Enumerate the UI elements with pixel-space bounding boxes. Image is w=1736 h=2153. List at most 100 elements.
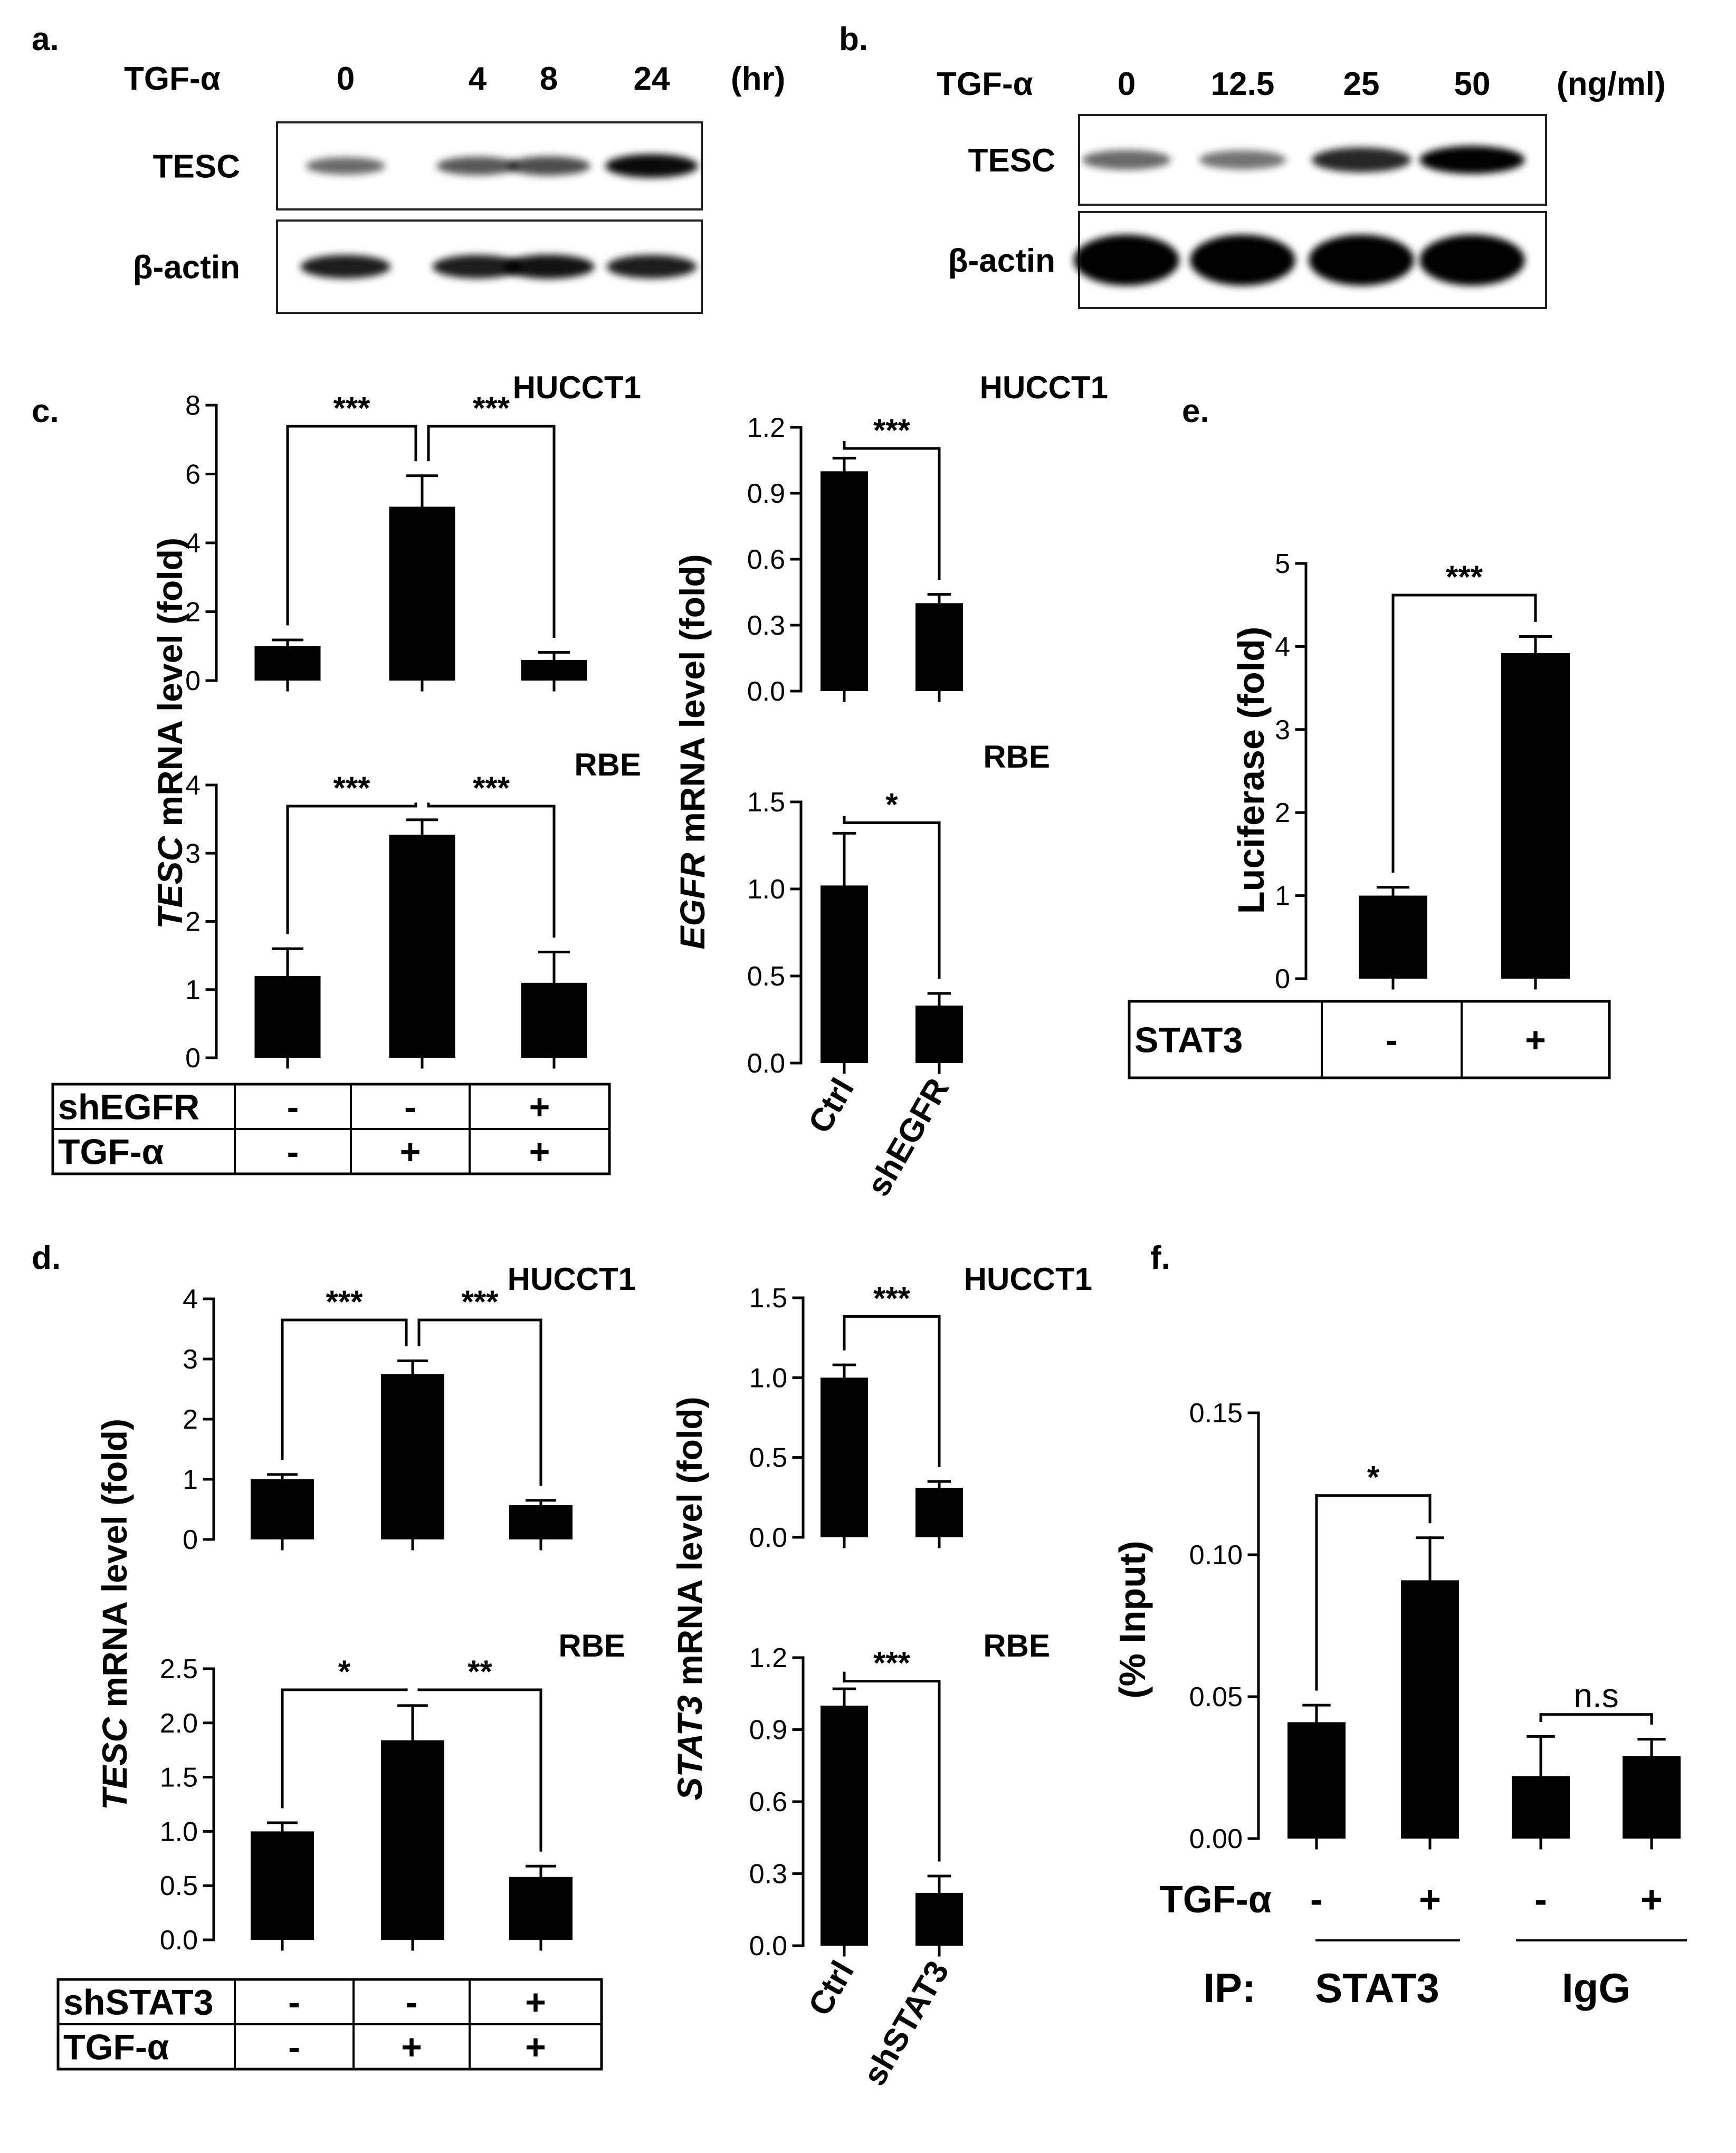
western-blots — [276, 114, 1547, 314]
table-row-label: TGF-α — [63, 2027, 169, 2068]
table-cell: - — [406, 1983, 418, 2023]
bar — [251, 1479, 314, 1539]
bar — [251, 1831, 314, 1940]
table-cell: + — [525, 2027, 546, 2068]
table-cell: + — [525, 1983, 546, 2023]
blot-lane-label: 0 — [1118, 66, 1136, 102]
blot-band — [1311, 147, 1411, 173]
chart-d_stat3_hucc: 0.0 0.5 1.0 1.5 *** HUCCT1 — [749, 1261, 1092, 1553]
y-tick-label: 4 — [185, 770, 201, 801]
table-cell: - — [288, 1983, 300, 2023]
bar — [1623, 1756, 1681, 1839]
bar — [381, 1374, 444, 1539]
y-tick-label: 1 — [185, 975, 201, 1006]
table-c: shEGFR - - + TGF-α - + + — [51, 1083, 611, 1175]
y-tick-label: 0.5 — [749, 1443, 787, 1473]
blot-lane-label: 24 — [634, 61, 670, 97]
table-cell: - — [287, 1087, 299, 1127]
y-tick-label: 1.5 — [747, 787, 785, 818]
y-tick-label: 2 — [1275, 798, 1290, 828]
bar — [254, 646, 321, 681]
blot-band — [1419, 146, 1525, 174]
y-tick-label: 1.0 — [160, 1816, 198, 1847]
sig-label: *** — [873, 413, 911, 448]
bar — [821, 1377, 868, 1537]
y-tick-label: 0.10 — [1189, 1540, 1243, 1571]
y-tick-label: 0.6 — [749, 1787, 787, 1817]
chart-title: RBE — [983, 1628, 1050, 1663]
panel-label-d: d. — [32, 1240, 61, 1276]
y-tick-label: 0.0 — [749, 1523, 787, 1553]
bar — [1401, 1580, 1459, 1839]
bar — [821, 471, 868, 691]
blot-lane-label: 4 — [469, 61, 487, 97]
y-tick-label: 2 — [185, 597, 201, 628]
y-tick-label: 2 — [183, 1404, 198, 1435]
bar — [509, 1877, 573, 1940]
sig-label: *** — [333, 770, 370, 806]
y-tick-label: 1 — [183, 1465, 198, 1495]
y-tick-label: 1.2 — [749, 1643, 787, 1673]
blot-lane-label: 0 — [337, 61, 355, 97]
blot-band — [605, 154, 698, 178]
y-tick-label: 0.0 — [747, 1048, 785, 1079]
x-category-label: Ctrl — [802, 1073, 861, 1140]
table-cell: + — [1525, 1020, 1546, 1060]
sig-label: *** — [473, 390, 510, 426]
y-tick-label: 0.3 — [747, 610, 785, 641]
y-tick-label: 0.00 — [1189, 1824, 1243, 1854]
sig-label: *** — [473, 770, 510, 806]
y-tick-label: 1.2 — [747, 413, 785, 443]
sig-label: * — [1367, 1460, 1380, 1495]
blot-lane-label: 8 — [540, 61, 558, 97]
y-tick-label: 6 — [185, 460, 201, 490]
sig-label: *** — [333, 390, 370, 426]
condition-tables: shEGFR - - +TGF-α - + +shSTAT3- - +TGF-α - + +STAT3… — [51, 1000, 1611, 2071]
table-row-label: STAT3 — [1134, 1020, 1243, 1060]
y-axis-title-d-right: STAT3 mRNA level (fold) — [670, 1396, 709, 1800]
blot-band — [432, 255, 523, 279]
table-cell: + — [529, 1132, 550, 1172]
blot-band — [1199, 150, 1286, 170]
y-tick-label: 0.9 — [747, 479, 785, 509]
axis-unit: mRNA level (fold) — [150, 538, 189, 836]
bar — [915, 603, 963, 691]
chart-f_chip: 0.00 0.05 0.10 0.15 * n.s — [1189, 1398, 1681, 1854]
y-tick-label: 3 — [185, 838, 201, 869]
blot-band — [507, 156, 591, 176]
y-tick-label: 1.0 — [749, 1363, 787, 1393]
y-tick-label: 2 — [185, 907, 201, 937]
y-tick-label: 8 — [185, 390, 201, 421]
blot-treatment-label: TGF-α — [937, 66, 1033, 102]
sig-label: *** — [873, 1280, 911, 1316]
y-tick-label: 0.5 — [747, 961, 785, 992]
bar — [254, 975, 321, 1058]
panel-label-b: b. — [839, 21, 868, 58]
chart-title: RBE — [558, 1628, 625, 1663]
chart-d_tesc_rbe: 0.00.51.01.52.02.5 * **RBE — [160, 1628, 625, 1956]
panel-label-c: c. — [32, 393, 59, 429]
bar — [915, 1892, 963, 1946]
chip-treatment-label: TGF-α — [1160, 1879, 1272, 1921]
table-d: shSTAT3- - +TGF-α - + + — [56, 1978, 603, 2071]
axis-unit: mRNA level (fold) — [670, 1396, 709, 1695]
table-cell: + — [529, 1087, 550, 1127]
italic-gene: TESC — [150, 836, 189, 929]
blot-band — [606, 255, 697, 279]
blot-band — [1419, 234, 1525, 286]
table-cell: - — [404, 1087, 416, 1127]
chart-e_luc: 0 1 2 3 4 5 *** — [1275, 549, 1570, 994]
sig-label: n.s — [1573, 1677, 1618, 1715]
y-tick-label: 4 — [185, 528, 201, 559]
chip-group-label: STAT3 — [1315, 1965, 1439, 2011]
table-row-label: shSTAT3 — [63, 1983, 214, 2023]
x-category-label: shEGFR — [860, 1073, 956, 1202]
chip-condition: + — [1640, 1879, 1663, 1921]
sig-label: *** — [1446, 559, 1483, 595]
bar — [389, 506, 455, 681]
y-tick-label: 0.15 — [1189, 1398, 1243, 1429]
y-tick-label: 5 — [1275, 549, 1290, 579]
